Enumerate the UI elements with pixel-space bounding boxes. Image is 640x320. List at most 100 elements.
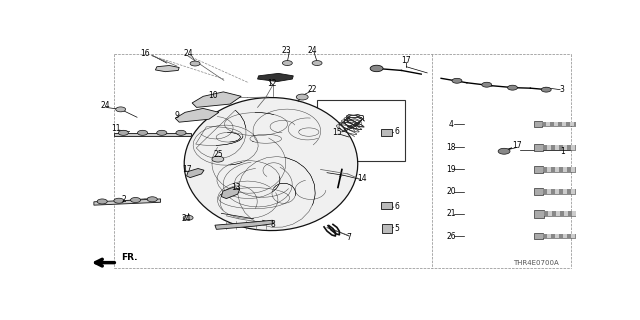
Text: 20: 20 xyxy=(446,187,456,196)
Bar xyxy=(591,145,595,149)
Bar xyxy=(584,212,588,216)
Bar xyxy=(562,122,566,126)
Circle shape xyxy=(212,156,224,162)
Bar xyxy=(544,212,548,216)
Bar xyxy=(614,189,619,194)
Bar xyxy=(639,167,640,172)
Bar xyxy=(603,189,607,194)
Bar xyxy=(555,167,559,172)
Text: 14: 14 xyxy=(357,174,367,183)
Bar xyxy=(575,167,579,172)
Text: 24: 24 xyxy=(183,49,193,58)
Bar xyxy=(551,145,555,149)
Bar xyxy=(534,233,543,239)
Circle shape xyxy=(183,215,193,220)
Bar xyxy=(579,189,583,194)
Bar xyxy=(559,145,563,149)
Bar xyxy=(595,189,599,194)
Text: 21: 21 xyxy=(446,209,456,218)
Bar xyxy=(614,122,618,126)
Bar xyxy=(551,189,555,194)
Bar xyxy=(566,122,570,126)
Bar xyxy=(599,145,603,149)
Bar xyxy=(586,122,590,126)
Circle shape xyxy=(97,199,108,204)
Text: 22: 22 xyxy=(307,85,317,94)
Bar xyxy=(583,145,587,149)
Bar xyxy=(599,167,603,172)
Bar xyxy=(603,145,607,149)
Bar xyxy=(603,234,607,238)
Bar xyxy=(614,145,619,149)
Bar xyxy=(630,234,634,238)
Polygon shape xyxy=(257,73,293,82)
Text: 26: 26 xyxy=(446,231,456,241)
Bar xyxy=(605,122,610,126)
Bar xyxy=(555,234,559,238)
Bar xyxy=(552,212,556,216)
Circle shape xyxy=(452,78,462,83)
Bar xyxy=(583,234,587,238)
Bar xyxy=(381,224,392,233)
Text: 4: 4 xyxy=(449,120,454,129)
Bar xyxy=(381,202,392,209)
Bar xyxy=(567,167,571,172)
Polygon shape xyxy=(94,199,161,205)
Bar xyxy=(619,234,623,238)
Text: 3: 3 xyxy=(559,85,564,94)
Bar xyxy=(558,122,562,126)
Text: 16: 16 xyxy=(141,49,150,58)
Bar xyxy=(534,166,543,173)
Bar xyxy=(574,122,578,126)
Polygon shape xyxy=(187,169,204,178)
Bar xyxy=(317,100,405,161)
Bar xyxy=(634,122,637,126)
Bar xyxy=(534,210,544,218)
Bar xyxy=(607,145,611,149)
Bar xyxy=(583,167,587,172)
Bar xyxy=(547,145,551,149)
Bar xyxy=(571,234,575,238)
Bar xyxy=(588,212,592,216)
Bar xyxy=(607,167,611,172)
Circle shape xyxy=(116,107,125,112)
Bar xyxy=(611,189,614,194)
Bar xyxy=(542,122,546,126)
Bar xyxy=(611,145,614,149)
Bar xyxy=(612,212,616,216)
Circle shape xyxy=(147,197,157,202)
Circle shape xyxy=(296,94,308,100)
Bar xyxy=(563,234,567,238)
Bar xyxy=(595,145,599,149)
Bar xyxy=(619,189,623,194)
Bar xyxy=(607,189,611,194)
Text: 15: 15 xyxy=(332,128,342,137)
Bar xyxy=(637,122,640,126)
Text: 9: 9 xyxy=(174,111,179,120)
Bar xyxy=(632,212,636,216)
Bar xyxy=(591,167,595,172)
Bar xyxy=(623,212,628,216)
Bar xyxy=(614,167,619,172)
Circle shape xyxy=(157,130,167,135)
Text: 17: 17 xyxy=(401,56,411,65)
Polygon shape xyxy=(156,66,179,72)
Bar xyxy=(554,122,558,126)
Bar xyxy=(543,145,547,149)
Bar xyxy=(575,189,579,194)
Text: 24: 24 xyxy=(307,46,317,55)
Bar xyxy=(627,167,630,172)
Bar xyxy=(621,122,625,126)
Bar xyxy=(555,189,559,194)
Bar xyxy=(623,234,627,238)
Bar xyxy=(582,122,586,126)
Polygon shape xyxy=(114,133,191,136)
Bar xyxy=(564,212,568,216)
Bar xyxy=(547,167,551,172)
Bar xyxy=(587,167,591,172)
Circle shape xyxy=(190,61,200,66)
Circle shape xyxy=(508,85,518,90)
Text: THR4E0700A: THR4E0700A xyxy=(513,260,559,266)
Bar xyxy=(639,145,640,149)
Bar xyxy=(630,167,634,172)
